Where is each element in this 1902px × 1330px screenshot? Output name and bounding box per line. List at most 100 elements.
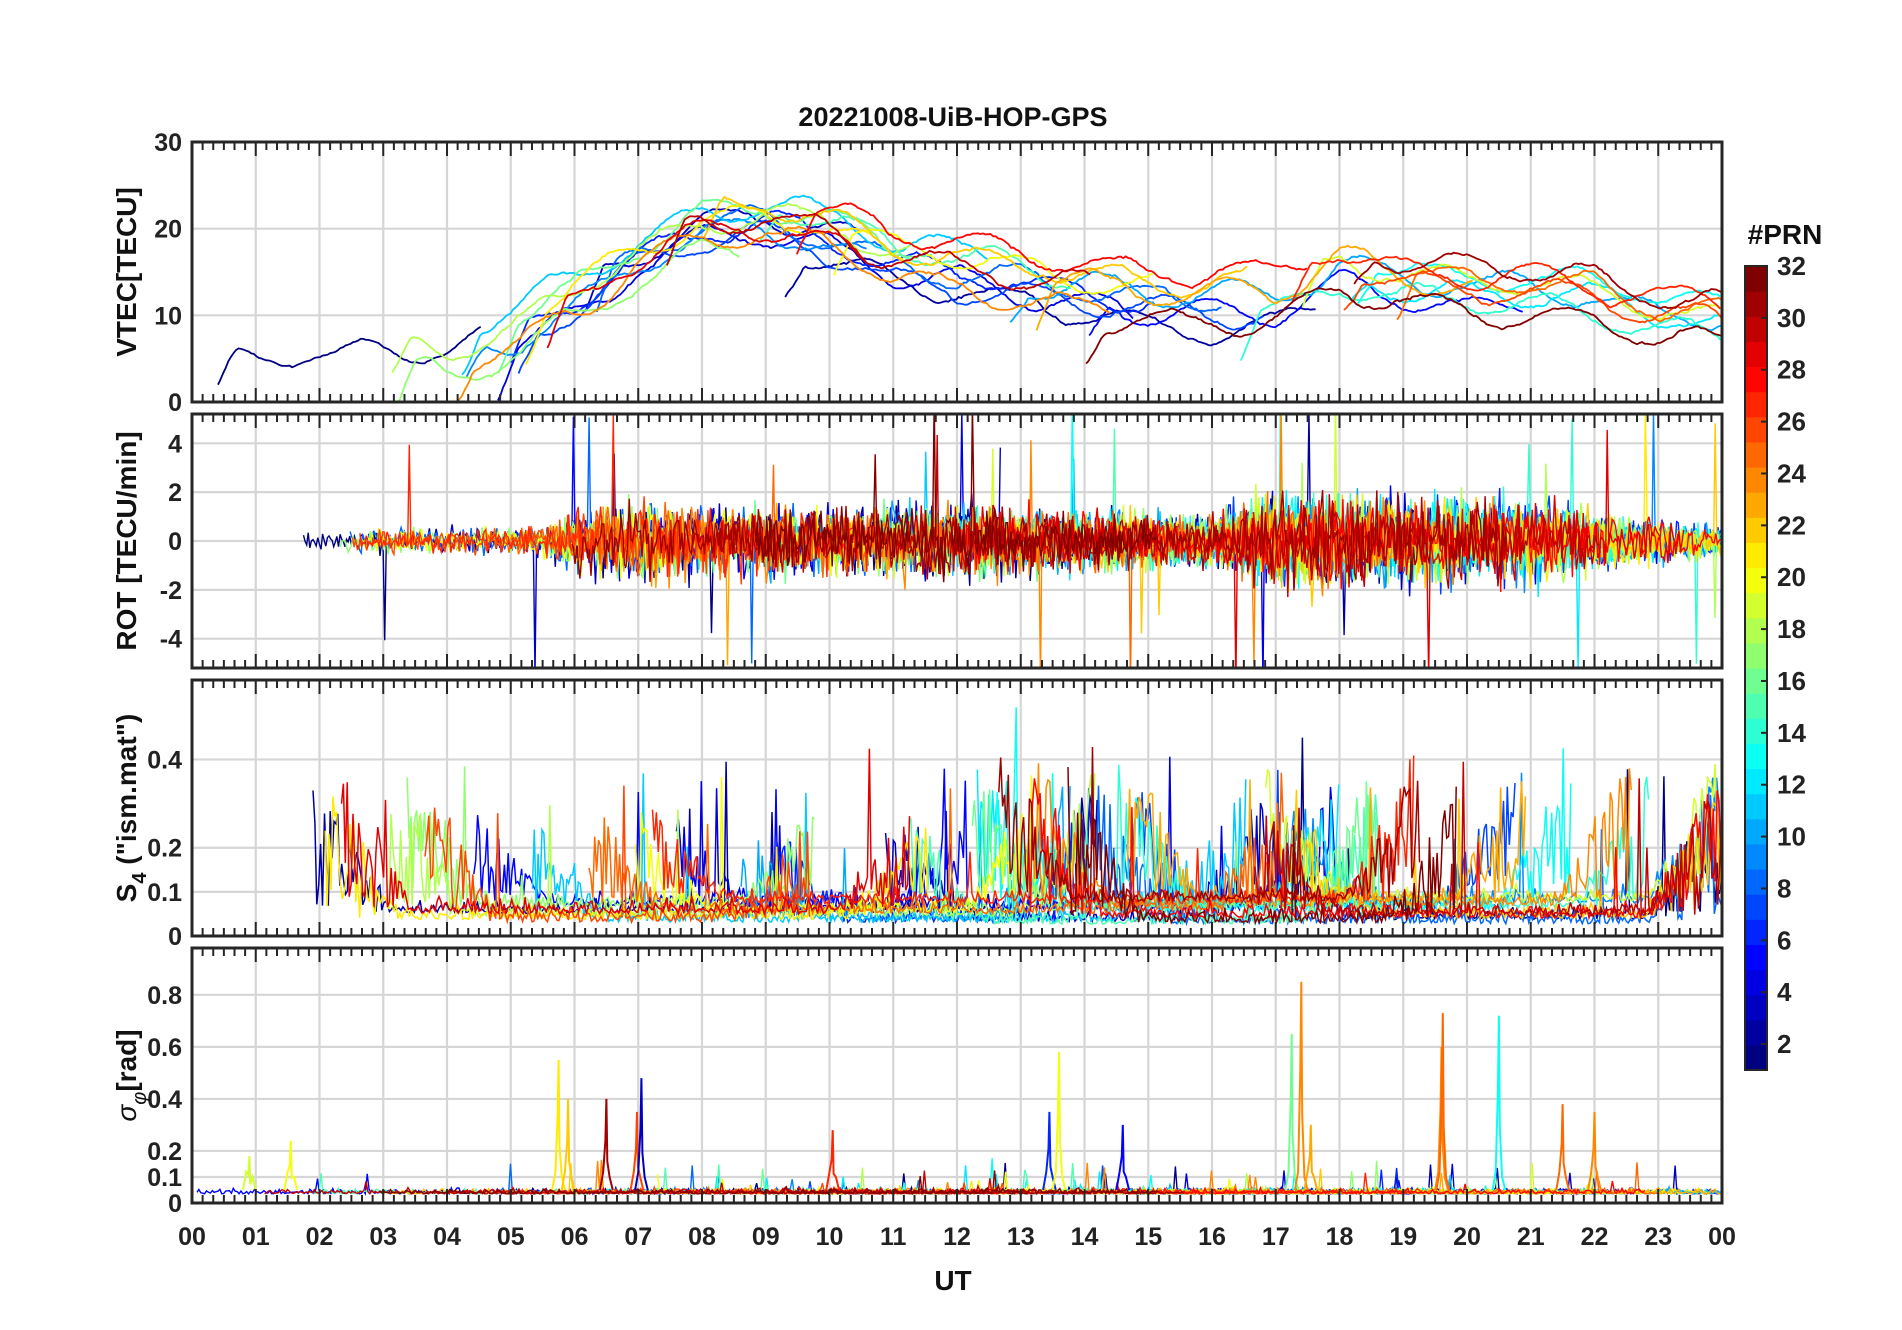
colorbar-tick-label: 18	[1777, 614, 1806, 644]
x-minor-ticks	[191, 680, 1723, 936]
sigma-phi-spike	[551, 1059, 566, 1191]
series-vtec	[217, 194, 1722, 402]
y-label-main: σ	[111, 1104, 142, 1122]
series-line-prn-9	[465, 218, 867, 379]
colorbar-swatch	[1745, 1019, 1767, 1046]
sigma-phi-spike	[825, 1130, 841, 1191]
colorbar-swatch	[1745, 994, 1767, 1021]
series-line-prn-19	[1301, 255, 1722, 321]
colorbar-tick-label: 22	[1777, 510, 1806, 540]
colorbar-swatch	[1745, 919, 1767, 945]
x-tick-label: 00	[1708, 1223, 1736, 1251]
y-tick-label: 0	[168, 389, 182, 417]
series-line-prn-30	[1254, 761, 1722, 919]
x-axis-label: UT	[934, 1265, 971, 1296]
series-sigphi	[196, 981, 1722, 1196]
colorbar-tick-label: 30	[1777, 303, 1806, 333]
series-line-prn-2	[784, 257, 1316, 347]
colorbar-swatch	[1745, 1044, 1767, 1071]
series-line-prn-29	[546, 219, 867, 349]
colorbar-swatch	[1745, 642, 1767, 669]
x-minor-ticks	[191, 414, 1723, 668]
x-tick-label: 00	[178, 1223, 206, 1251]
y-label-subscript: φ	[129, 1092, 151, 1105]
x-tick-label: 18	[1326, 1223, 1354, 1251]
series-line-prn-31	[1353, 251, 1722, 310]
y-axis-label-sigphi: σφ[rad]	[111, 1029, 151, 1121]
y-axis-label-vtec: VTEC[TECU]	[111, 187, 142, 357]
x-tick-label: 16	[1198, 1223, 1226, 1251]
y-label-main: S	[111, 884, 142, 903]
x-tick-label: 14	[1071, 1223, 1099, 1251]
x-tick-label: 19	[1389, 1223, 1417, 1251]
x-tick-label: 06	[561, 1223, 589, 1251]
series-line-prn-31	[998, 746, 1421, 905]
y-tick-label: 0.4	[147, 746, 182, 774]
x-tick-label: 22	[1581, 1223, 1609, 1251]
series-line-prn-32	[755, 414, 1157, 583]
sigma-phi-spike	[1042, 1111, 1057, 1191]
y-tick-labels-rot: -4 -2 0 2 4	[160, 430, 182, 653]
colorbar-swatch	[1745, 391, 1767, 418]
x-axis-tick-labels: 00 01 02 03 04 05 06 07 08 09 10 11 12 13 14 15 16 17 18 19…	[178, 1223, 1736, 1251]
series-line-prn-26	[1343, 270, 1722, 324]
sigma-phi-spike	[1293, 981, 1309, 1191]
series-line-prn-22	[703, 195, 1248, 299]
series-line-prn-27	[1290, 255, 1721, 310]
colorbar-swatch	[1745, 793, 1767, 820]
y-label-rest: [rad]	[111, 1029, 142, 1091]
y-tick-label: 0.1	[147, 1164, 182, 1192]
series-line-prn-25	[1396, 266, 1722, 323]
series-line-prn-32	[378, 1176, 1158, 1196]
sigma-phi-spike	[242, 1156, 257, 1191]
colorbar-swatch	[1745, 668, 1767, 694]
colorbar-tick-label: 28	[1777, 355, 1806, 385]
y-tick-label: 0	[168, 1190, 182, 1218]
x-tick-label: 11	[880, 1223, 907, 1251]
panel-vtec: 0 10 20 30 VTEC[TECU]	[111, 129, 1724, 417]
x-tick-label: 02	[306, 1223, 334, 1251]
colorbar-tick-label: 10	[1777, 822, 1806, 852]
x-tick-label: 23	[1644, 1223, 1672, 1251]
sigma-phi-spike	[560, 1098, 576, 1191]
series-line-prn-14	[1239, 281, 1721, 361]
series-line-prn-24	[454, 225, 1111, 402]
series-line-prn-8	[595, 204, 1222, 313]
series-line-prn-31	[571, 490, 1509, 591]
y-tick-label: -2	[160, 577, 182, 605]
series-line-prn-16	[497, 198, 933, 374]
colorbar-swatch	[1745, 517, 1767, 543]
y-tick-label: 0.4	[147, 1086, 182, 1114]
x-tick-label: 10	[816, 1223, 844, 1251]
y-axis-label-s4: S4 ("ism.mat")	[111, 714, 151, 903]
colorbar-swatch	[1745, 542, 1767, 569]
y-tick-label: 30	[154, 129, 182, 157]
sigma-phi-spike	[629, 1111, 645, 1191]
y-tick-label: 20	[154, 216, 182, 244]
x-tick-label: 20	[1453, 1223, 1481, 1251]
colorbar-swatch	[1745, 944, 1767, 971]
series-line-prn-27	[651, 755, 1415, 906]
colorbar-tick-label: 26	[1777, 407, 1806, 437]
colorbar-swatch	[1745, 969, 1767, 996]
y-tick-label: 0.2	[147, 835, 182, 863]
sigma-phi-spike	[1555, 1104, 1570, 1191]
sigma-phi-spike	[1435, 1013, 1451, 1191]
sigma-phi-spike	[283, 1140, 299, 1191]
colorbar-swatch	[1745, 341, 1767, 368]
panel-s4: 00.10.20.4S4 ("ism.mat")	[111, 678, 1724, 951]
sigma-phi-spike	[1284, 1033, 1300, 1191]
colorbar-tick-label: 16	[1777, 666, 1806, 696]
series-line-prn-3	[584, 208, 862, 312]
colorbar-tick-label: 2	[1777, 1029, 1791, 1059]
colorbar-swatch	[1745, 492, 1767, 518]
series-line-prn-21	[525, 204, 909, 365]
x-tick-label: 08	[688, 1223, 716, 1251]
colorbar-swatch	[1745, 567, 1767, 594]
y-tick-label: 0	[168, 528, 182, 556]
series-line-prn-14	[1116, 764, 1650, 910]
